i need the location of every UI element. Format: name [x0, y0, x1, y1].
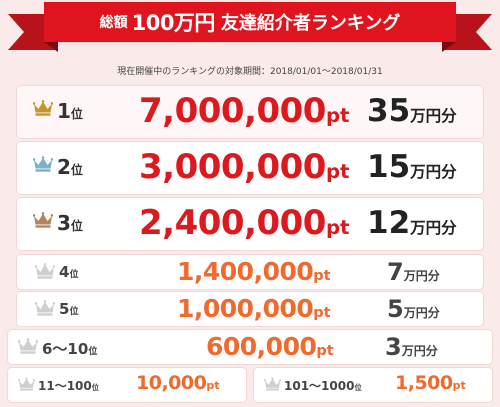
- reward-unit: 万円分: [403, 269, 440, 283]
- points-unit: pt: [313, 305, 331, 321]
- rank-row-6-10: 6～10位 600,000pt 3万円分: [8, 330, 492, 364]
- reward-value: 35: [367, 93, 411, 129]
- points-value: 2,400,000: [139, 203, 326, 243]
- banner-amount: 100万円: [131, 11, 216, 35]
- rank-label: 2: [57, 155, 71, 179]
- reward-value: 5: [387, 295, 404, 323]
- rank-unit: 位: [69, 307, 79, 317]
- points-value: 600,000: [206, 332, 317, 361]
- rank-row-1: 1位 7,000,000pt 35万円分: [17, 86, 483, 138]
- rank-label: 11～100: [38, 379, 92, 393]
- banner-fold-left: [44, 42, 58, 52]
- reward-unit: 万円分: [401, 344, 438, 358]
- banner-title: 友達紹介者ランキング: [220, 13, 401, 34]
- reward-value: 12: [367, 205, 411, 241]
- crown-gray-icon: [35, 263, 55, 279]
- reward-unit: 万円分: [410, 163, 457, 181]
- reward-unit: 万円分: [410, 219, 457, 237]
- reward-value: 7: [387, 258, 404, 286]
- points-unit: pt: [325, 160, 350, 183]
- rank-unit: 位: [70, 219, 83, 233]
- rank-row-5: 5位 1,000,000pt 5万円分: [17, 292, 483, 326]
- rank-row-2: 2位 3,000,000pt 15万円分: [17, 142, 483, 194]
- rank-unit: 位: [354, 383, 362, 392]
- rank-row-3: 3位 2,400,000pt 12万円分: [17, 198, 483, 250]
- rank-label: 6～10: [42, 340, 89, 358]
- rank-unit: 位: [70, 107, 83, 121]
- ranking-banner: 総額 100万円 友達紹介者ランキング: [44, 2, 456, 42]
- crown-gold-icon: [33, 100, 53, 116]
- reward-unit: 万円分: [403, 306, 440, 320]
- points-value: 1,000,000: [177, 294, 314, 323]
- rank-label: 3: [57, 211, 71, 235]
- points-unit: pt: [325, 216, 350, 239]
- crown-gray-icon: [35, 300, 55, 316]
- points-unit: pt: [452, 379, 466, 392]
- rank-row-11-100: 11～100位 10,000pt: [8, 368, 246, 402]
- reward-value: 15: [367, 149, 411, 185]
- banner-fold-right: [442, 42, 456, 52]
- points-unit: pt: [313, 268, 331, 284]
- rank-label: 1: [57, 99, 71, 123]
- points-value: 7,000,000: [139, 91, 326, 131]
- points-value: 1,400,000: [177, 257, 314, 286]
- banner-prefix: 総額: [99, 15, 128, 31]
- crown-gray-icon: [264, 377, 281, 391]
- rank-unit: 位: [91, 383, 99, 392]
- points-unit: pt: [206, 379, 220, 392]
- rank-unit: 位: [70, 163, 83, 177]
- points-value: 10,000: [136, 372, 207, 394]
- rank-row-4: 4位 1,400,000pt 7万円分: [17, 255, 483, 289]
- crown-gray-icon: [18, 377, 35, 391]
- reward-unit: 万円分: [410, 107, 457, 125]
- rank-unit: 位: [88, 347, 98, 357]
- rank-label: 5: [59, 300, 70, 318]
- points-unit: pt: [316, 343, 334, 359]
- rank-label: 4: [59, 263, 70, 281]
- crown-gray-icon: [18, 338, 38, 354]
- rank-unit: 位: [69, 270, 79, 280]
- rank-label: 101～1000: [284, 379, 355, 393]
- crown-bronze-icon: [33, 212, 53, 228]
- ranking-period: 現在開催中のランキングの対象期間：2018/01/01〜2018/01/31: [117, 67, 383, 77]
- crown-silver-icon: [33, 156, 53, 172]
- points-unit: pt: [325, 104, 350, 127]
- points-value: 3,000,000: [139, 147, 326, 187]
- points-value: 1,500: [395, 372, 453, 394]
- rank-row-101-1000: 101～1000位 1,500pt: [254, 368, 492, 402]
- reward-value: 3: [385, 333, 402, 361]
